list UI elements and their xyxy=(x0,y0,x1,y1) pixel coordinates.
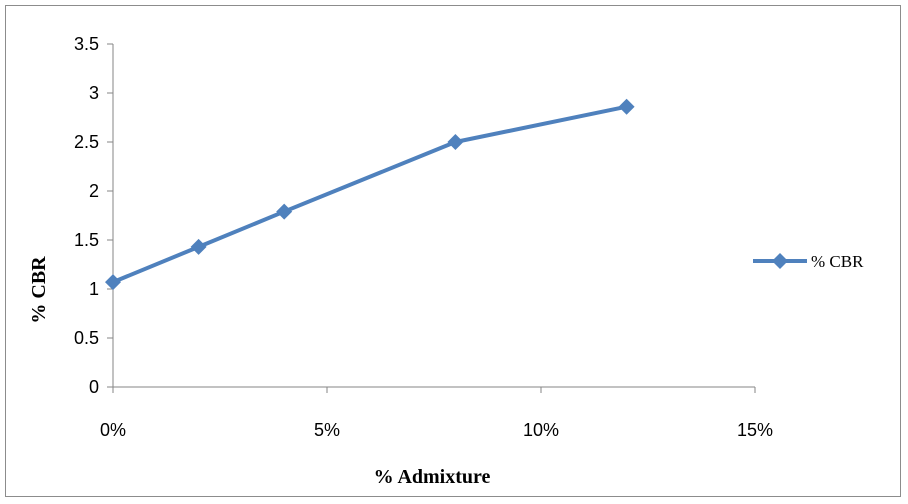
y-tick-label: 0 xyxy=(89,377,99,397)
data-point-marker xyxy=(276,203,293,220)
chart-frame xyxy=(5,5,901,497)
x-tick-label: 0% xyxy=(100,420,126,440)
data-point-marker xyxy=(447,134,464,150)
y-tick-label: 2 xyxy=(89,181,99,201)
y-tick-label: 2.5 xyxy=(74,132,99,152)
y-axis-title: % CBR xyxy=(28,256,50,324)
data-point-marker xyxy=(190,238,207,255)
data-point-marker xyxy=(618,98,635,115)
legend: % CBR xyxy=(753,252,864,271)
x-tick-label: 15% xyxy=(737,420,773,440)
tick-labels: 0 0.5 1 1.5 2 2.5 3 3.5 0% 5% 10% 15% xyxy=(74,34,773,440)
y-tick-label: 3 xyxy=(89,83,99,103)
y-tick-label: 3.5 xyxy=(74,34,99,54)
axes xyxy=(107,43,756,393)
series-layer xyxy=(105,98,635,291)
x-tick-label: 5% xyxy=(314,420,340,440)
series-line xyxy=(112,104,628,284)
legend-label: % CBR xyxy=(811,252,864,271)
y-tick-label: 1.5 xyxy=(74,230,99,250)
x-axis-title: % Admixture xyxy=(374,466,491,488)
x-tick-label: 10% xyxy=(523,420,559,440)
y-tick-label: 1 xyxy=(89,279,99,299)
data-point-marker xyxy=(105,274,121,291)
legend-marker xyxy=(772,253,788,269)
y-tick-label: 0.5 xyxy=(74,328,99,348)
